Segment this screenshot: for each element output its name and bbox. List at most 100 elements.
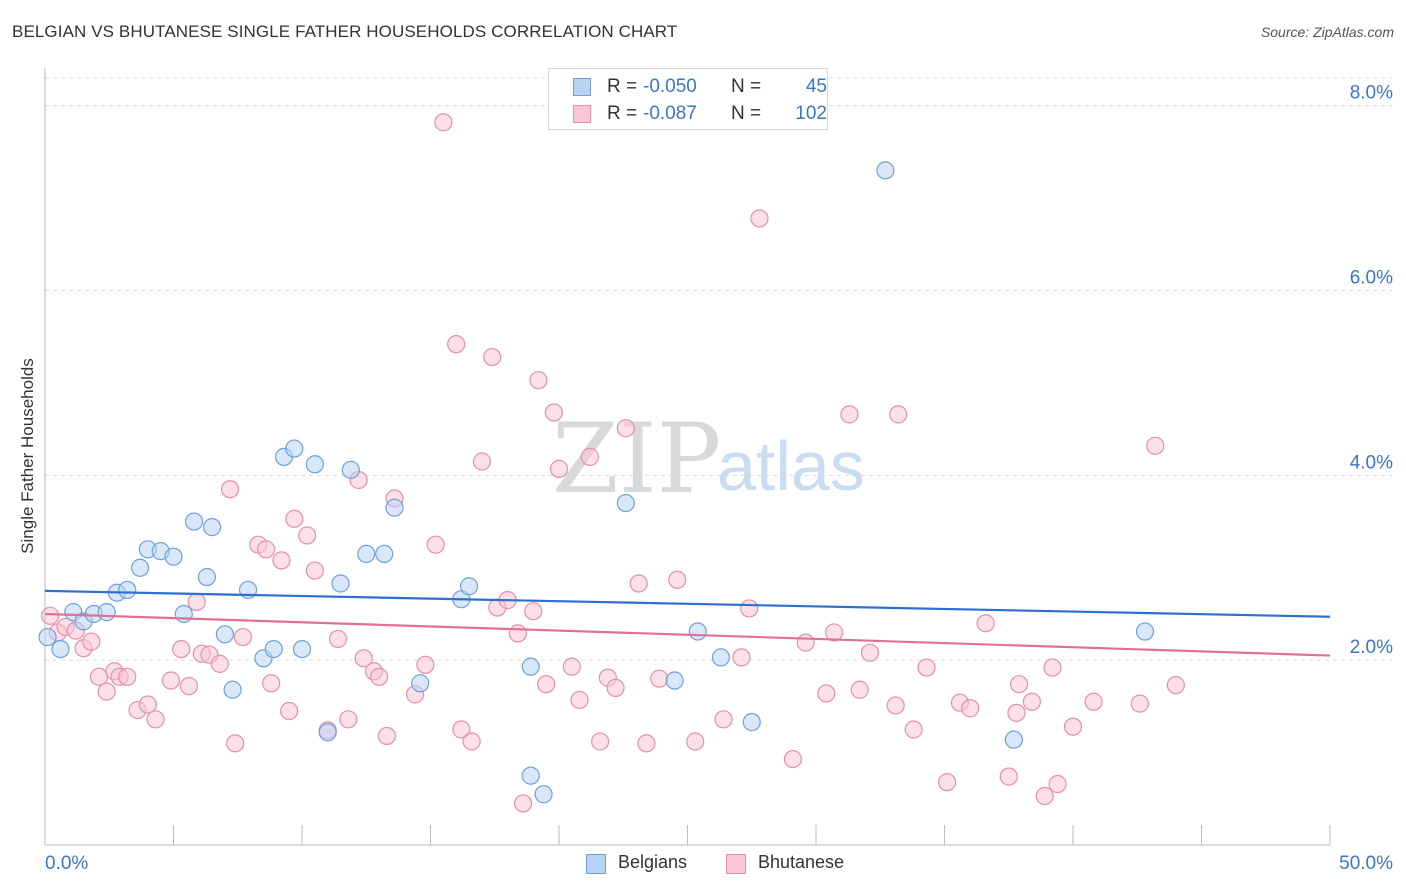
bhutanese-point[interactable]	[529, 371, 548, 390]
bhutanese-point[interactable]	[508, 624, 527, 643]
bhutanese-point[interactable]	[328, 629, 348, 649]
bhutanese-point[interactable]	[850, 680, 869, 699]
bhutanese-point[interactable]	[472, 452, 491, 471]
belgians-point[interactable]	[197, 567, 217, 587]
belgians-point[interactable]	[318, 723, 337, 742]
bhutanese-point[interactable]	[1035, 786, 1054, 806]
belgians-point[interactable]	[118, 580, 137, 600]
bhutanese-point[interactable]	[82, 632, 101, 651]
bhutanese-point[interactable]	[262, 674, 281, 693]
belgians-point[interactable]	[264, 639, 283, 659]
bhutanese-point[interactable]	[1063, 717, 1083, 736]
belgians-point[interactable]	[174, 604, 193, 624]
bhutanese-point[interactable]	[570, 690, 589, 710]
belgians-point[interactable]	[164, 547, 183, 566]
bhutanese-point[interactable]	[549, 459, 569, 478]
bhutanese-point[interactable]	[537, 675, 556, 694]
bhutanese-point[interactable]	[904, 720, 923, 739]
belgians-point[interactable]	[459, 577, 479, 596]
belgians-point[interactable]	[375, 544, 394, 564]
belgians-point[interactable]	[331, 574, 350, 593]
bhutanese-point[interactable]	[591, 732, 610, 751]
belgians-point[interactable]	[357, 544, 376, 564]
belgians-point[interactable]	[215, 625, 234, 644]
bhutanese-point[interactable]	[305, 561, 324, 580]
bhutanese-point[interactable]	[629, 574, 648, 593]
belgians-point[interactable]	[1135, 622, 1155, 641]
bhutanese-point[interactable]	[562, 657, 581, 676]
bhutanese-point[interactable]	[434, 113, 453, 132]
bhutanese-point[interactable]	[937, 773, 957, 792]
bhutanese-point[interactable]	[732, 648, 751, 667]
belgians-point[interactable]	[742, 712, 761, 732]
bhutanese-point[interactable]	[544, 403, 563, 422]
belgians-point[interactable]	[521, 766, 540, 785]
bhutanese-point[interactable]	[483, 347, 502, 367]
bhutanese-point[interactable]	[354, 649, 373, 668]
bhutanese-point[interactable]	[817, 684, 836, 703]
belgians-point[interactable]	[688, 622, 707, 641]
bhutanese-point[interactable]	[339, 710, 358, 729]
belgians-point[interactable]	[411, 674, 430, 693]
belgians-point[interactable]	[51, 639, 70, 659]
bhutanese-point[interactable]	[580, 447, 599, 466]
belgians-point[interactable]	[223, 680, 242, 699]
belgians-point[interactable]	[285, 439, 304, 458]
bhutanese-point[interactable]	[187, 592, 206, 612]
bhutanese-point[interactable]	[138, 695, 157, 714]
bhutanese-point[interactable]	[917, 658, 936, 677]
bhutanese-point[interactable]	[1146, 436, 1165, 455]
bhutanese-point[interactable]	[616, 419, 635, 438]
bhutanese-point[interactable]	[999, 767, 1018, 786]
bhutanese-point[interactable]	[860, 643, 880, 662]
belgians-point[interactable]	[711, 648, 731, 667]
bhutanese-point[interactable]	[1084, 692, 1103, 711]
bhutanese-point[interactable]	[750, 209, 769, 228]
bhutanese-point[interactable]	[426, 535, 445, 554]
belgians-point[interactable]	[97, 603, 116, 622]
bhutanese-point[interactable]	[452, 720, 471, 739]
belgians-point[interactable]	[534, 785, 553, 804]
bhutanese-point[interactable]	[179, 676, 199, 696]
bhutanese-point[interactable]	[233, 627, 252, 647]
bhutanese-point[interactable]	[377, 726, 396, 746]
bhutanese-point[interactable]	[686, 732, 705, 751]
bhutanese-point[interactable]	[524, 602, 543, 621]
bhutanese-point[interactable]	[146, 710, 165, 729]
bhutanese-point[interactable]	[1043, 658, 1062, 677]
bhutanese-point[interactable]	[220, 480, 240, 499]
belgians-point[interactable]	[292, 639, 312, 659]
bhutanese-point[interactable]	[97, 682, 116, 701]
bhutanese-point[interactable]	[961, 699, 980, 718]
belgians-point[interactable]	[184, 512, 204, 531]
belgians-point[interactable]	[341, 460, 360, 479]
bhutanese-point[interactable]	[650, 669, 669, 688]
bhutanese-point[interactable]	[462, 732, 481, 751]
bhutanese-point[interactable]	[447, 335, 466, 354]
bhutanese-point[interactable]	[796, 633, 815, 652]
bhutanese-point[interactable]	[637, 734, 656, 753]
belgians-point[interactable]	[521, 657, 540, 676]
bhutanese-point[interactable]	[1009, 675, 1029, 694]
bhutanese-point[interactable]	[714, 710, 733, 729]
bhutanese-point[interactable]	[285, 509, 304, 528]
bhutanese-point[interactable]	[272, 551, 291, 570]
bhutanese-point[interactable]	[1022, 692, 1041, 711]
bhutanese-point[interactable]	[118, 667, 137, 686]
bhutanese-point[interactable]	[416, 655, 435, 674]
bhutanese-point[interactable]	[783, 749, 802, 769]
belgians-point[interactable]	[1004, 730, 1023, 749]
bhutanese-point[interactable]	[513, 794, 533, 813]
bhutanese-point[interactable]	[226, 734, 245, 753]
belgians-point[interactable]	[202, 518, 222, 537]
bhutanese-point[interactable]	[280, 701, 299, 721]
bhutanese-point[interactable]	[298, 526, 317, 545]
bhutanese-point[interactable]	[256, 540, 276, 559]
bhutanese-point[interactable]	[740, 599, 759, 618]
belgians-point[interactable]	[665, 671, 684, 690]
bhutanese-point[interactable]	[840, 405, 859, 424]
bhutanese-point[interactable]	[1007, 703, 1026, 722]
bhutanese-point[interactable]	[210, 654, 229, 673]
belgians-point[interactable]	[616, 493, 635, 513]
belgians-point[interactable]	[385, 498, 404, 517]
